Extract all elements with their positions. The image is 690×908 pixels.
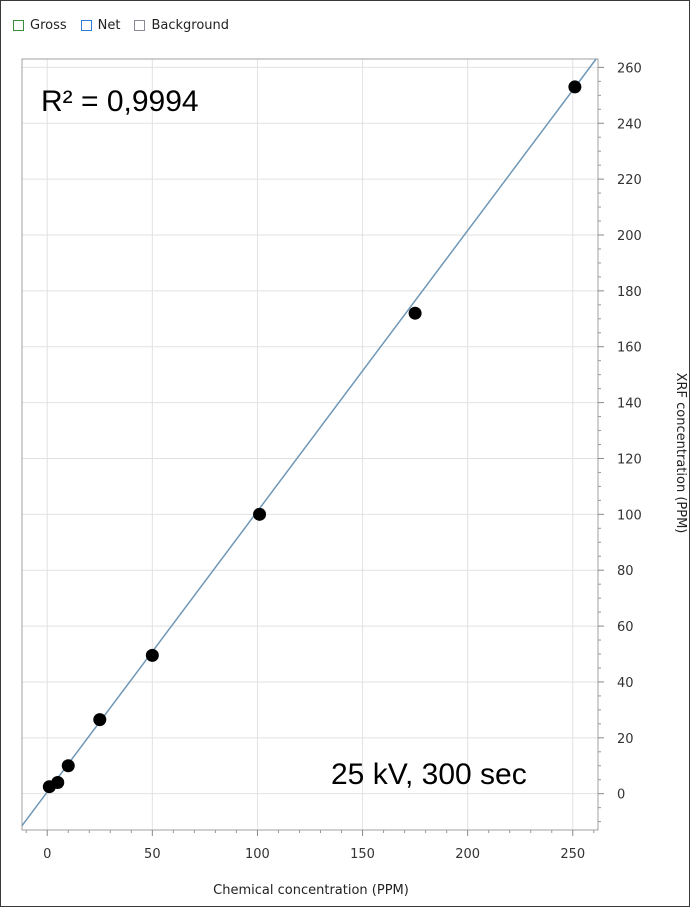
plot-area (21, 58, 599, 831)
data-point[interactable] (51, 776, 65, 790)
legend-item-gross[interactable]: Gross (13, 18, 67, 33)
data-points (42, 80, 582, 794)
x-tick-label: 250 (560, 847, 585, 862)
x-tick-label: 50 (144, 847, 161, 862)
y-tick-label: 80 (617, 564, 634, 579)
y-tick-label: 100 (617, 508, 642, 523)
y-tick-label: 260 (617, 61, 642, 76)
y-tick-label: 40 (617, 676, 634, 691)
data-point[interactable] (61, 759, 75, 773)
r-squared-annotation: R² = 0,9994 (41, 85, 199, 118)
y-tick-label: 60 (617, 620, 634, 635)
x-tick-label: 100 (245, 847, 270, 862)
y-axis: 0 20 40 60 80 100 120 140 160 180 200 220 240 260 (598, 61, 642, 823)
data-point[interactable] (408, 306, 422, 320)
y-tick-label: 200 (617, 229, 642, 244)
legend: Gross Net Background (13, 15, 243, 35)
regression-line (21, 58, 597, 827)
y-tick-label: 240 (617, 117, 642, 132)
x-tick-label: 200 (455, 847, 480, 862)
x-tick-label: 150 (350, 847, 375, 862)
y-axis-title: XRF concentration (PPM) (673, 373, 688, 534)
y-tick-label: 160 (617, 341, 642, 356)
data-point[interactable] (568, 80, 582, 94)
legend-label-gross: Gross (30, 17, 67, 33)
y-tick-label: 0 (617, 788, 625, 803)
legend-swatch-gross (13, 19, 24, 31)
legend-label-background: Background (151, 17, 230, 33)
conditions-annotation: 25 kV, 300 sec (331, 758, 527, 791)
y-tick-label: 180 (617, 285, 642, 300)
legend-item-background[interactable]: Background (134, 18, 229, 33)
legend-swatch-background (134, 19, 146, 31)
grid-lines (22, 59, 598, 830)
y-tick-label: 20 (617, 732, 634, 747)
x-axis: 0 50 100 150 200 250 (25, 830, 595, 862)
data-point[interactable] (145, 648, 159, 662)
data-point[interactable] (93, 713, 107, 727)
y-tick-label: 140 (617, 397, 642, 412)
x-tick-label: 0 (43, 847, 51, 862)
data-point[interactable] (253, 507, 267, 521)
y-tick-label: 220 (617, 173, 642, 188)
x-axis-title: Chemical concentration (PPM) (213, 883, 409, 898)
legend-item-net[interactable]: Net (80, 17, 121, 33)
legend-label-net: Net (97, 17, 121, 33)
legend-swatch-net (80, 19, 92, 31)
y-tick-label: 120 (617, 452, 642, 467)
